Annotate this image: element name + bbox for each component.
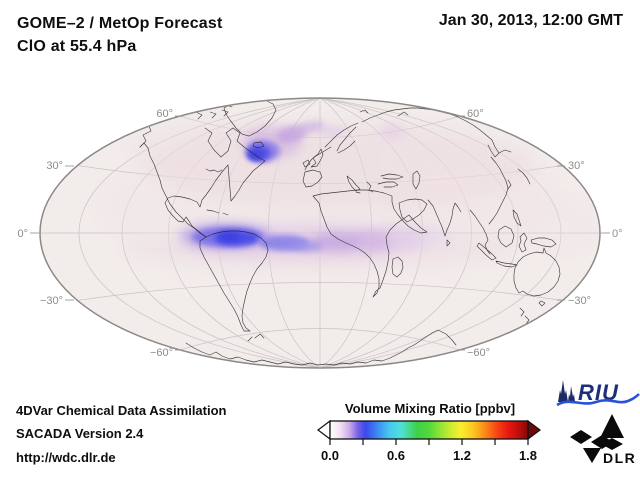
colorbar-title: Volume Mixing Ratio [ppbv]	[344, 401, 516, 416]
colorbar-gradient	[329, 420, 529, 440]
lat-label-left-m60: −60°	[150, 347, 173, 359]
dlr-logo: DLR	[570, 414, 636, 466]
lat-label-left-0: 0°	[17, 228, 28, 240]
latitude-ticks	[30, 115, 610, 351]
colorbar-ticks	[329, 439, 529, 445]
map-border	[39, 97, 601, 369]
riu-wave-icon	[556, 393, 640, 407]
lat-label-right-30: 30°	[568, 160, 585, 172]
lat-label-right-m30: −30°	[568, 295, 591, 307]
riu-logo: RIU	[556, 380, 640, 407]
coastlines	[139, 98, 561, 366]
lat-label-left-m30: −30°	[40, 295, 63, 307]
latitude-labels: 60° 30° 0° −30° −60° 60° 30° 0° −30° −60…	[17, 108, 622, 359]
dlr-logo-text: DLR	[603, 450, 636, 466]
page-subtitle: ClO at 55.4 hPa	[17, 38, 137, 55]
colorbar-tick-0.0: 0.0	[321, 448, 339, 463]
lat-label-right-0: 0°	[612, 228, 623, 240]
colorbar-arrow-right	[527, 419, 541, 441]
lat-label-left-60: 60°	[156, 108, 173, 120]
footer-assimilation-label: 4DVar Chemical Data Assimilation	[16, 403, 227, 418]
footer-url-label: http://wdc.dlr.de	[16, 449, 116, 465]
lat-label-right-m60: −60°	[467, 347, 490, 359]
datetime-label: Jan 30, 2013, 12:00 GMT	[438, 12, 623, 29]
lat-label-right-60: 60°	[467, 108, 484, 120]
dlr-star-icon	[570, 414, 624, 463]
colorbar: 0.0 0.6 1.2 1.8	[317, 419, 541, 463]
colorbar-arrow-left	[317, 419, 331, 441]
colorbar-tick-0.6: 0.6	[387, 448, 405, 463]
clo-data-layer	[100, 120, 599, 269]
footer-block: 4DVar Chemical Data Assimilation SACADA …	[16, 399, 227, 469]
footer-version-label: SACADA Version 2.4	[16, 426, 144, 442]
title-block: GOME–2 / MetOp Forecast ClO at 55.4 hPa	[17, 12, 223, 58]
page-title: GOME–2 / MetOp Forecast	[17, 15, 223, 32]
lat-label-left-30: 30°	[46, 160, 63, 172]
riu-cathedral-icon	[558, 380, 575, 402]
colorbar-tick-1.8: 1.8	[519, 448, 537, 463]
colorbar-tick-1.2: 1.2	[453, 448, 471, 463]
